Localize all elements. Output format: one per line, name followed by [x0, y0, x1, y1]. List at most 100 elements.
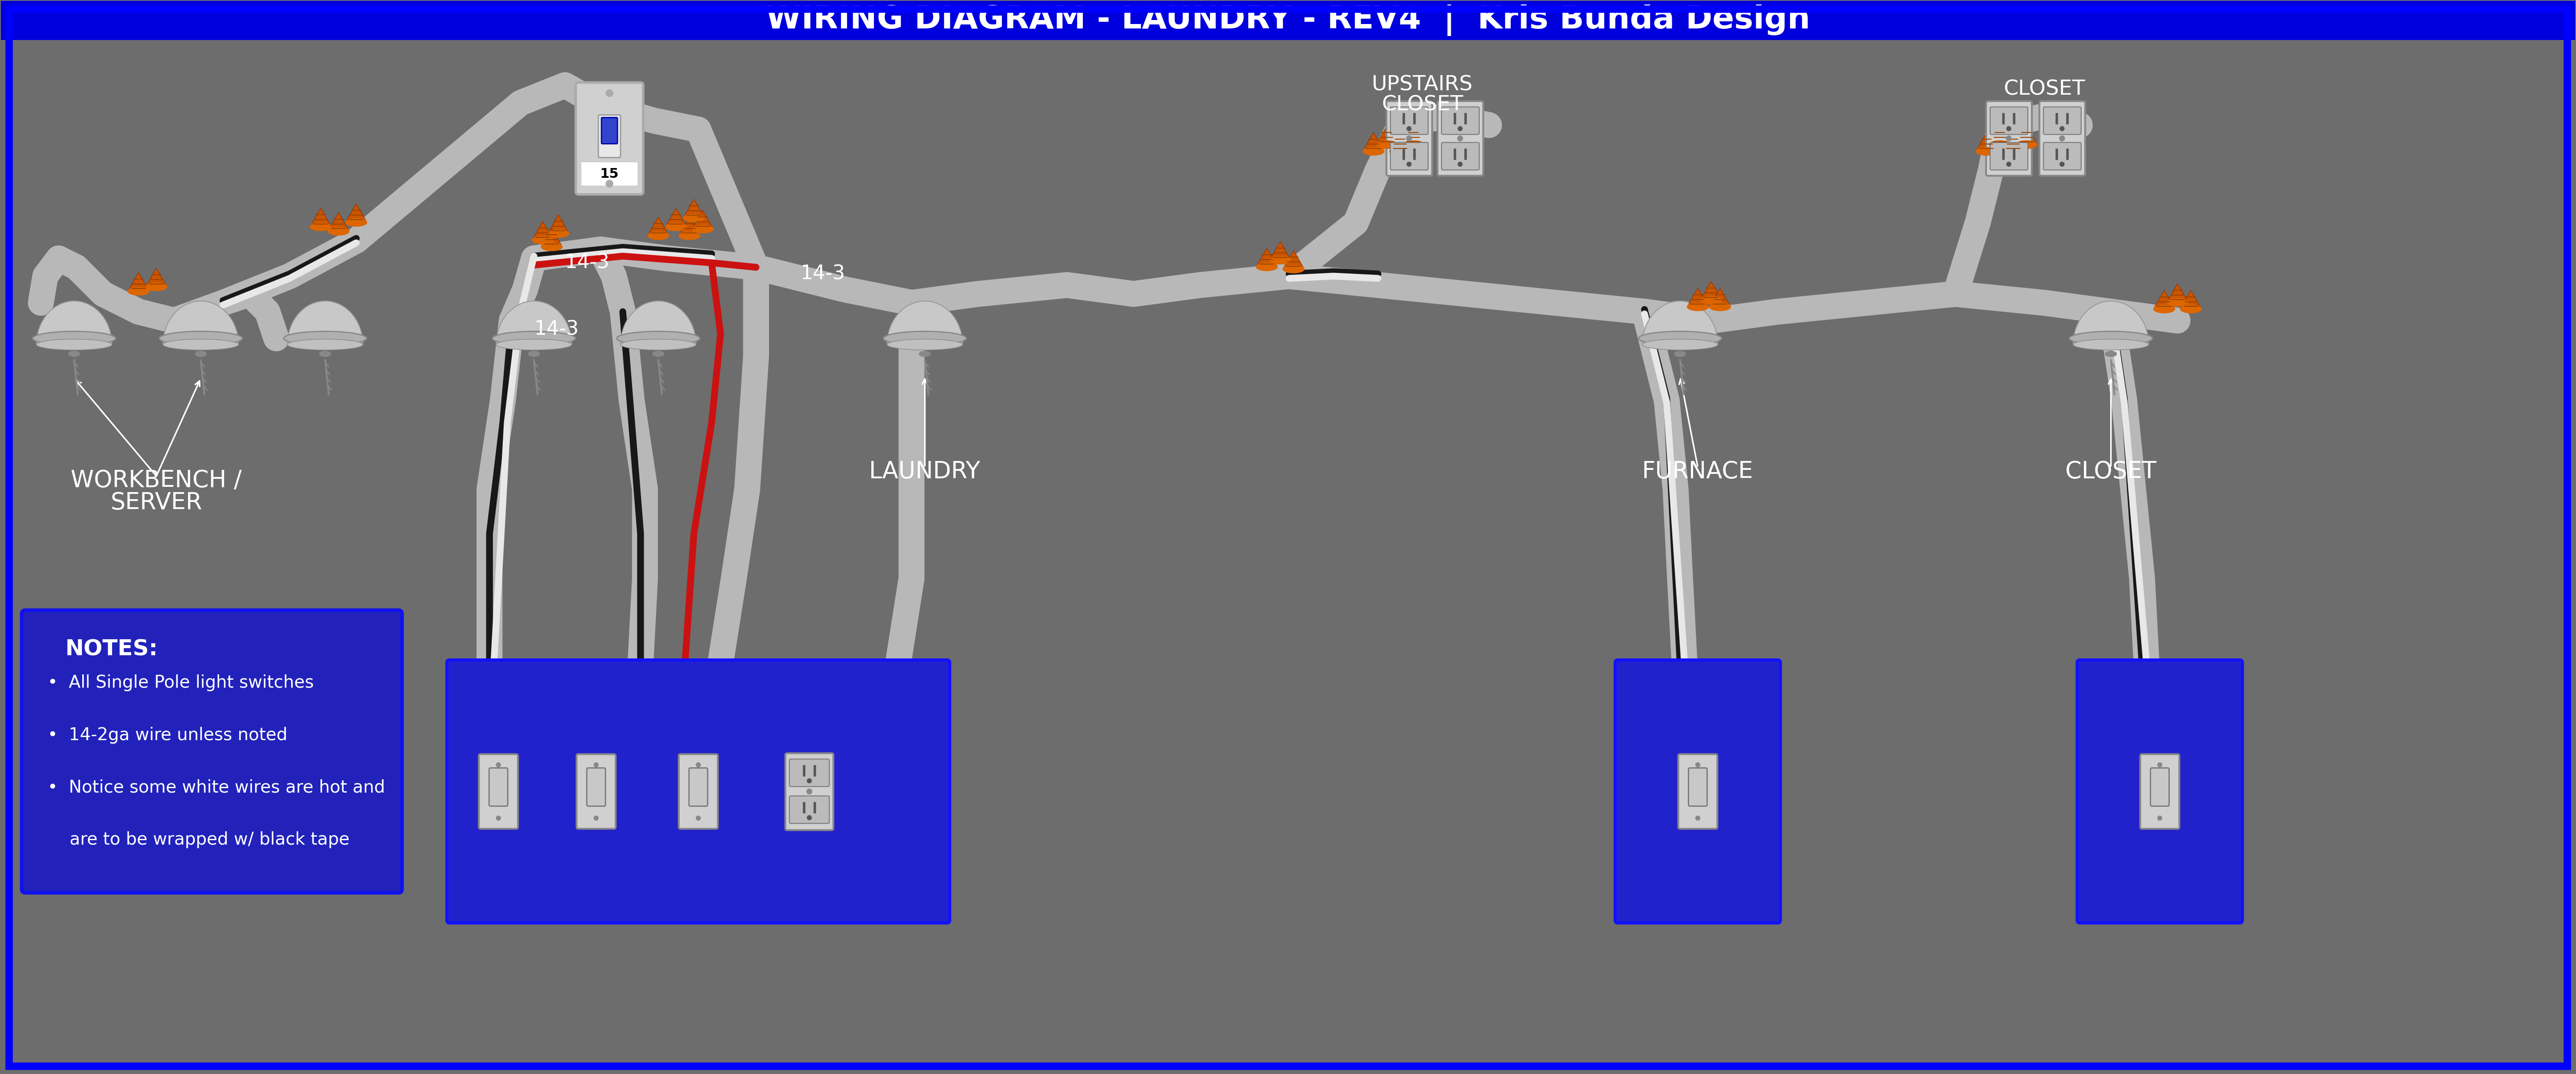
- Ellipse shape: [1638, 332, 1721, 346]
- Polygon shape: [345, 204, 366, 222]
- FancyBboxPatch shape: [587, 768, 605, 807]
- FancyBboxPatch shape: [2141, 754, 2179, 829]
- FancyBboxPatch shape: [788, 796, 829, 824]
- Ellipse shape: [1674, 351, 1685, 357]
- Circle shape: [1458, 162, 1463, 166]
- Circle shape: [1458, 127, 1463, 131]
- FancyBboxPatch shape: [21, 610, 402, 892]
- Circle shape: [497, 816, 500, 821]
- Circle shape: [2061, 162, 2063, 166]
- FancyBboxPatch shape: [677, 754, 719, 829]
- Polygon shape: [129, 273, 149, 291]
- Polygon shape: [1643, 301, 1718, 345]
- FancyBboxPatch shape: [1437, 101, 1484, 176]
- FancyBboxPatch shape: [600, 117, 618, 144]
- Ellipse shape: [2017, 141, 2038, 148]
- Circle shape: [2159, 816, 2161, 821]
- FancyBboxPatch shape: [1443, 143, 1479, 170]
- Text: NOTES:: NOTES:: [64, 639, 157, 661]
- Polygon shape: [147, 268, 167, 287]
- FancyBboxPatch shape: [1386, 101, 1432, 176]
- Polygon shape: [533, 221, 554, 241]
- Polygon shape: [665, 208, 688, 227]
- Ellipse shape: [1283, 265, 1303, 273]
- Circle shape: [595, 816, 598, 821]
- Circle shape: [2007, 162, 2012, 166]
- Ellipse shape: [33, 332, 116, 346]
- FancyBboxPatch shape: [574, 83, 644, 194]
- Circle shape: [497, 763, 500, 767]
- Ellipse shape: [492, 332, 574, 346]
- Circle shape: [2007, 127, 2012, 131]
- FancyBboxPatch shape: [788, 759, 829, 786]
- Text: UPSTAIRS: UPSTAIRS: [1373, 75, 1473, 96]
- Polygon shape: [2166, 284, 2187, 303]
- Text: WORKBENCH /: WORKBENCH /: [70, 469, 242, 492]
- Text: CLOSET: CLOSET: [2066, 460, 2156, 483]
- FancyBboxPatch shape: [1615, 659, 1780, 923]
- Text: LAUNDRY: LAUNDRY: [868, 460, 981, 483]
- Polygon shape: [1376, 126, 1399, 145]
- Ellipse shape: [2154, 305, 2174, 313]
- FancyBboxPatch shape: [1687, 768, 1708, 807]
- Ellipse shape: [2074, 339, 2148, 350]
- Polygon shape: [693, 211, 714, 229]
- FancyBboxPatch shape: [688, 768, 708, 807]
- Ellipse shape: [2166, 299, 2187, 306]
- Ellipse shape: [2179, 305, 2202, 313]
- Ellipse shape: [1687, 303, 1708, 310]
- Polygon shape: [162, 301, 240, 345]
- Polygon shape: [1270, 242, 1291, 260]
- Polygon shape: [1257, 248, 1278, 266]
- FancyBboxPatch shape: [2043, 107, 2081, 134]
- Circle shape: [806, 779, 811, 783]
- Polygon shape: [1687, 288, 1708, 307]
- Ellipse shape: [549, 230, 569, 237]
- Circle shape: [1406, 127, 1412, 131]
- Polygon shape: [1710, 288, 1731, 307]
- Circle shape: [1458, 135, 1463, 141]
- Ellipse shape: [70, 351, 80, 357]
- Ellipse shape: [497, 339, 572, 350]
- Text: 14-3: 14-3: [533, 320, 580, 339]
- Ellipse shape: [162, 339, 240, 350]
- FancyBboxPatch shape: [598, 115, 621, 158]
- Text: WIRING DIAGRAM - LAUNDRY - REV4  |  Kris Bunda Design: WIRING DIAGRAM - LAUNDRY - REV4 | Kris B…: [765, 4, 1811, 37]
- Ellipse shape: [1257, 263, 1278, 271]
- Circle shape: [605, 89, 613, 97]
- Ellipse shape: [327, 228, 350, 235]
- Circle shape: [605, 180, 613, 187]
- Polygon shape: [309, 208, 332, 227]
- Ellipse shape: [621, 339, 696, 350]
- Ellipse shape: [886, 339, 963, 350]
- Text: SERVER: SERVER: [111, 491, 204, 514]
- Ellipse shape: [1363, 147, 1383, 156]
- Polygon shape: [2017, 126, 2038, 145]
- Polygon shape: [549, 215, 569, 233]
- Circle shape: [806, 788, 811, 794]
- Polygon shape: [289, 301, 363, 345]
- Circle shape: [696, 763, 701, 767]
- Polygon shape: [2154, 290, 2174, 309]
- Ellipse shape: [196, 351, 206, 357]
- Polygon shape: [647, 217, 670, 235]
- Ellipse shape: [1404, 141, 1425, 148]
- Polygon shape: [541, 228, 562, 247]
- FancyBboxPatch shape: [2076, 659, 2244, 923]
- Ellipse shape: [289, 339, 363, 350]
- Circle shape: [2007, 135, 2012, 141]
- Ellipse shape: [147, 282, 167, 291]
- Ellipse shape: [129, 287, 149, 295]
- FancyBboxPatch shape: [479, 754, 518, 829]
- Ellipse shape: [1710, 303, 1731, 310]
- Ellipse shape: [319, 351, 330, 357]
- Ellipse shape: [283, 332, 366, 346]
- Text: •  14-2ga wire unless noted: • 14-2ga wire unless noted: [46, 727, 289, 743]
- Ellipse shape: [2105, 351, 2117, 357]
- Polygon shape: [1363, 133, 1383, 151]
- Ellipse shape: [2069, 332, 2154, 346]
- Circle shape: [2061, 127, 2063, 131]
- Polygon shape: [1976, 133, 1996, 151]
- Ellipse shape: [1643, 339, 1718, 350]
- Polygon shape: [36, 301, 111, 345]
